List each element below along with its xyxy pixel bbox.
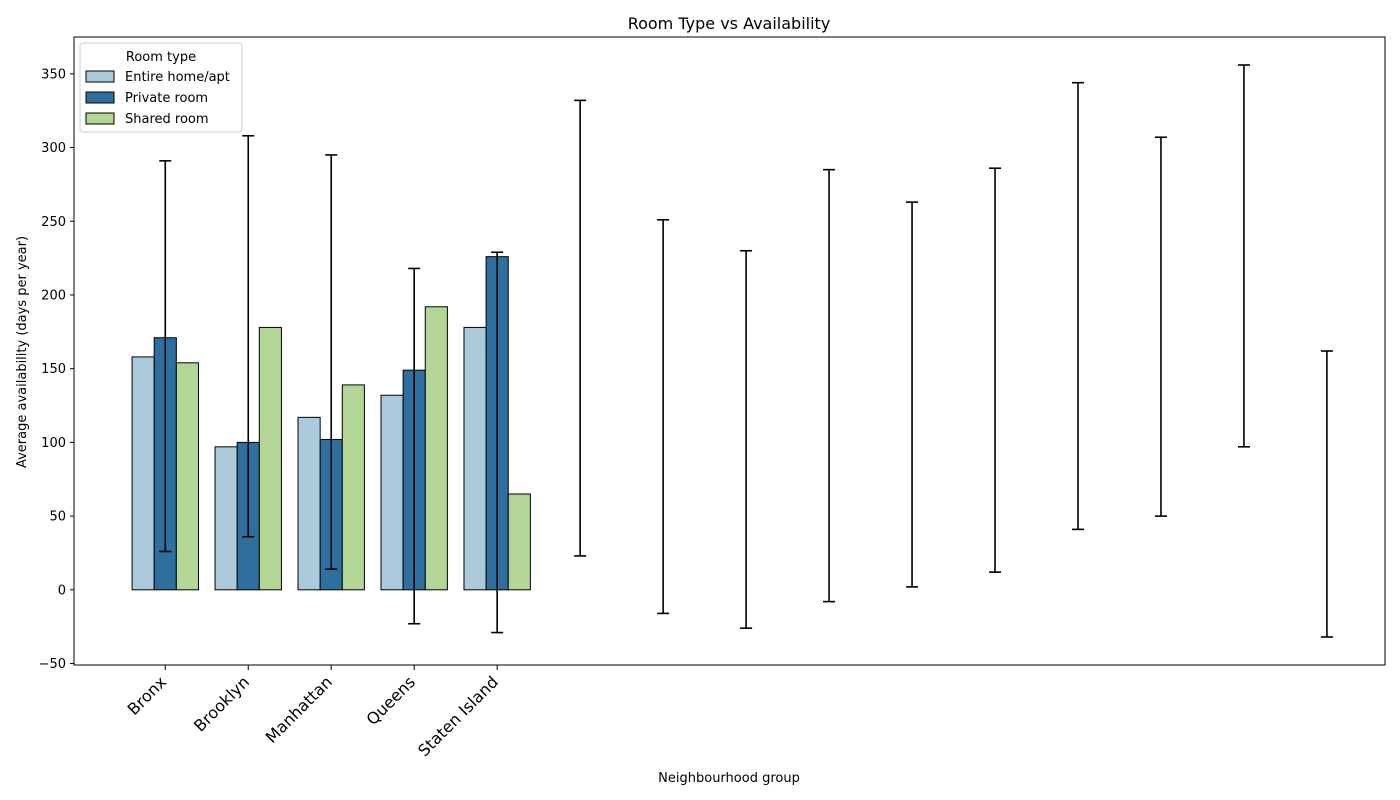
y-tick-label: 200 <box>41 288 66 303</box>
error-bar-5 <box>574 99 587 557</box>
y-axis-label: Average availability (days per year) <box>15 236 30 468</box>
error-bar-1 <box>242 134 255 538</box>
error-bar-11 <box>1071 81 1084 531</box>
x-tick-label-4: Staten Island <box>414 672 502 760</box>
chart-title: Room Type vs Availability <box>628 14 831 33</box>
bar-2-1 <box>258 326 282 591</box>
legend-frame <box>79 42 243 133</box>
x-tick-label-2: Manhattan <box>262 672 336 746</box>
bar-2-3 <box>424 306 448 591</box>
y-tick-label: 350 <box>41 67 66 82</box>
y-tick-label: 50 <box>49 510 66 525</box>
error-bar-9 <box>906 201 919 588</box>
legend-label: Private room <box>125 91 208 106</box>
legend-title: Room type <box>126 50 196 65</box>
legend-swatch <box>85 91 115 104</box>
bar-2-4 <box>507 493 531 591</box>
y-axis: −50 0 50 100 150 200 250 300 350 <box>39 67 74 672</box>
error-bar-0 <box>159 160 172 553</box>
y-tick-label: 100 <box>41 436 66 451</box>
y-tick-label: 0 <box>58 583 66 598</box>
legend-label: Entire home/apt <box>125 70 230 85</box>
x-tick-label-0: Bronx <box>124 672 170 718</box>
x-axis-label: Neighbourhood group <box>658 771 800 786</box>
x-tick-label-1: Brooklyn <box>190 672 253 735</box>
bar-2-0 <box>175 362 199 591</box>
bars <box>131 256 531 591</box>
plot-area <box>73 36 1386 666</box>
bar-2-2 <box>341 384 365 591</box>
legend: Room type Entire home/apt Private room Sha… <box>79 42 243 133</box>
y-tick-label: −50 <box>39 657 66 672</box>
error-bar-3 <box>408 267 421 625</box>
legend-entry-1: Private room <box>85 91 208 106</box>
legend-label: Shared room <box>125 112 209 127</box>
legend-entry-2: Shared room <box>85 112 209 127</box>
y-tick-label: 300 <box>41 141 66 156</box>
error-bar-13 <box>1237 64 1250 448</box>
y-tick-label: 150 <box>41 362 66 377</box>
error-bar-10 <box>989 167 1002 573</box>
error-bars <box>159 64 1333 638</box>
legend-entry-0: Entire home/apt <box>85 70 230 85</box>
x-tick-label-3: Queens <box>363 672 420 729</box>
error-bar-4 <box>491 251 504 634</box>
bar-0-4 <box>463 326 487 591</box>
error-bar-14 <box>1320 350 1333 638</box>
bar-0-1 <box>214 446 238 591</box>
error-bar-12 <box>1154 136 1167 517</box>
error-bar-6 <box>657 219 670 615</box>
legend-swatch <box>85 70 115 83</box>
bar-0-3 <box>380 394 404 591</box>
legend-swatch <box>85 112 115 125</box>
y-tick-label: 250 <box>41 215 66 230</box>
error-bar-8 <box>823 168 836 603</box>
bar-0-0 <box>131 356 155 591</box>
bar-0-2 <box>297 416 321 591</box>
error-bar-2 <box>325 154 338 570</box>
error-bar-7 <box>740 249 753 629</box>
